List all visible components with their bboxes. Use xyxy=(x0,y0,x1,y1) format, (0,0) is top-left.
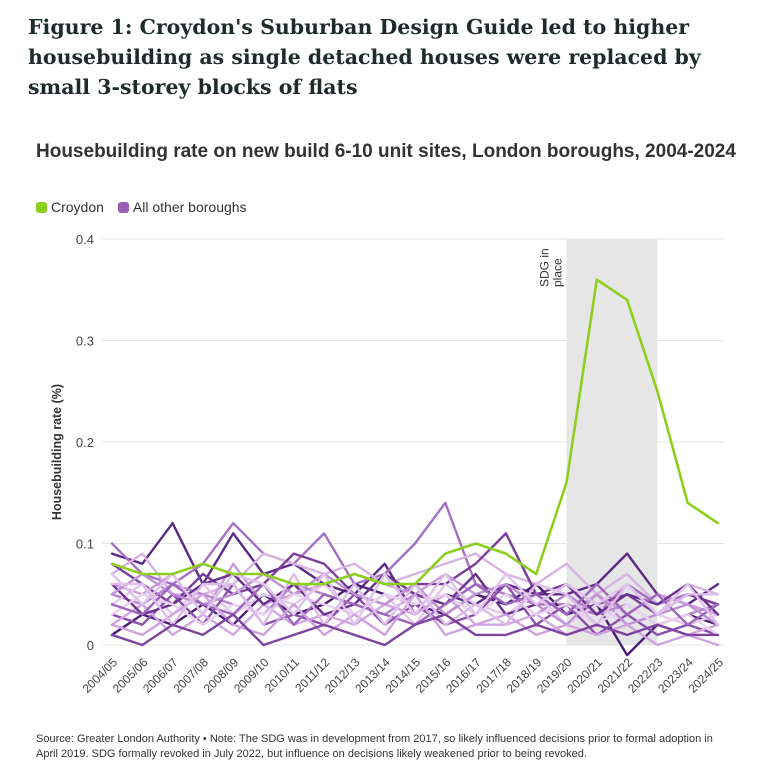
y-tick-label: 0.1 xyxy=(76,537,94,552)
series-line-borough[interactable] xyxy=(110,593,720,647)
y-tick-label: 0.4 xyxy=(76,232,94,247)
series-line-borough[interactable] xyxy=(110,572,720,626)
y-tick-label: 0 xyxy=(87,638,94,653)
series-line-borough[interactable] xyxy=(110,613,720,647)
legend-item-other-boroughs[interactable]: All other boroughs xyxy=(117,199,247,215)
y-axis-label: Housebuilding rate (%) xyxy=(50,384,64,520)
y-tick-label: 0.3 xyxy=(76,334,94,349)
legend-item-croydon[interactable]: Croydon xyxy=(36,199,104,215)
series-line-borough[interactable] xyxy=(110,593,720,637)
source-note: Source: Greater London Authority • Note:… xyxy=(36,733,713,760)
legend-label-other-boroughs: All other boroughs xyxy=(132,199,247,215)
series-line-croydon[interactable] xyxy=(110,278,720,586)
legend-label-croydon: Croydon xyxy=(51,199,104,215)
legend-swatch-other-boroughs xyxy=(117,201,129,213)
figure-title: Figure 1: Croydon's Suburban Design Guid… xyxy=(28,15,701,99)
series-line-borough[interactable] xyxy=(110,552,720,606)
legend-swatch-croydon xyxy=(36,201,47,213)
series-line-borough[interactable] xyxy=(110,501,720,616)
chart-title: Housebuilding rate on new build 6-10 uni… xyxy=(36,141,736,162)
legend: Croydon All other boroughs xyxy=(36,199,247,215)
line-chart: SDG inplace 0 0.1 0.2 0.3 0.4 Housebuilding r… xyxy=(50,232,726,696)
sdg-annotation-label: SDG inplace xyxy=(538,248,565,287)
y-tick-label: 0.2 xyxy=(76,435,94,450)
